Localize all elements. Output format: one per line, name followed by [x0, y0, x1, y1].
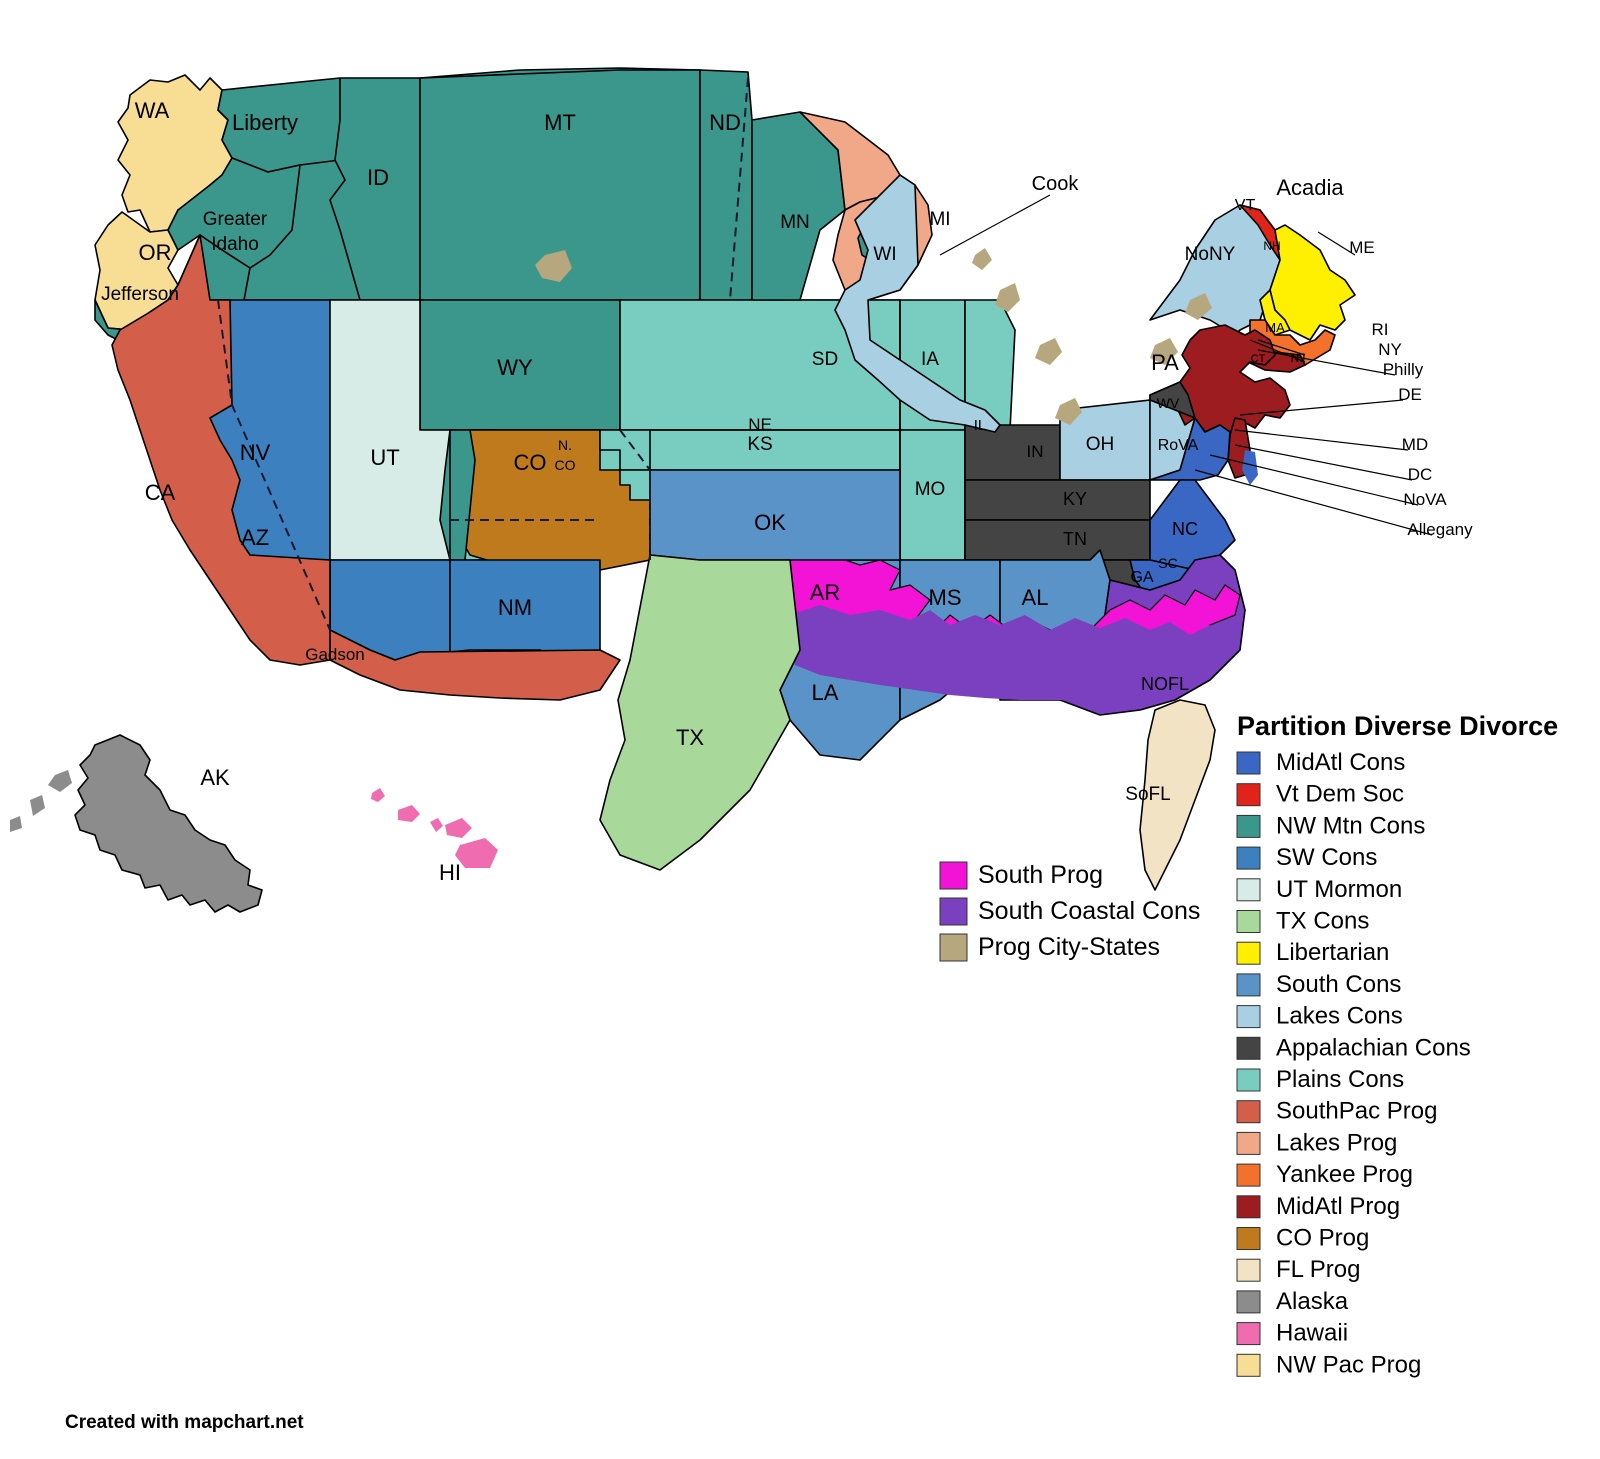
svg-text:Yankee Prog: Yankee Prog [1276, 1161, 1413, 1188]
svg-text:NY: NY [1378, 340, 1402, 359]
svg-text:Gadson: Gadson [305, 645, 365, 664]
svg-text:IL: IL [974, 417, 987, 434]
svg-text:Libertarian: Libertarian [1276, 939, 1389, 966]
svg-text:NC: NC [1172, 519, 1198, 539]
svg-text:NE: NE [748, 415, 772, 434]
svg-text:CT: CT [1251, 353, 1266, 365]
svg-text:Philly: Philly [1383, 360, 1424, 379]
svg-text:NW Mtn Cons: NW Mtn Cons [1276, 812, 1425, 839]
svg-text:CA: CA [145, 480, 176, 505]
svg-text:AZ: AZ [241, 525, 269, 550]
svg-text:PA: PA [1151, 350, 1179, 375]
svg-text:Idaho: Idaho [211, 234, 259, 255]
svg-text:MT: MT [544, 110, 576, 135]
svg-text:Vt Dem Soc: Vt Dem Soc [1276, 781, 1404, 808]
svg-text:Jefferson: Jefferson [101, 284, 179, 305]
svg-text:ID: ID [367, 165, 389, 190]
svg-text:KY: KY [1063, 489, 1087, 509]
svg-text:MidAtl Prog: MidAtl Prog [1276, 1193, 1400, 1220]
svg-text:TX Cons: TX Cons [1276, 908, 1369, 935]
svg-text:Allegany: Allegany [1407, 520, 1473, 539]
svg-text:NOFL: NOFL [1141, 674, 1189, 694]
svg-text:WY: WY [497, 355, 533, 380]
svg-text:HI: HI [439, 860, 461, 885]
svg-text:Created with mapchart.net: Created with mapchart.net [65, 1412, 304, 1433]
svg-text:LA: LA [812, 680, 839, 705]
svg-text:Greater: Greater [203, 209, 268, 230]
svg-text:DE: DE [1398, 385, 1422, 404]
svg-text:Cook: Cook [1032, 173, 1080, 195]
svg-text:TX: TX [676, 725, 704, 750]
svg-text:UT Mormon: UT Mormon [1276, 876, 1402, 903]
svg-text:Lakes Prog: Lakes Prog [1276, 1129, 1397, 1156]
svg-text:IN: IN [1027, 442, 1044, 461]
svg-text:GA: GA [1130, 569, 1153, 586]
svg-text:MI: MI [929, 209, 950, 230]
svg-text:NW Pac Prog: NW Pac Prog [1276, 1351, 1421, 1378]
svg-text:SD: SD [812, 349, 838, 370]
svg-text:RI: RI [1372, 320, 1389, 339]
svg-text:KS: KS [747, 434, 772, 455]
svg-text:TN: TN [1063, 529, 1087, 549]
svg-text:CO Prog: CO Prog [1276, 1225, 1369, 1252]
svg-text:MN: MN [780, 212, 810, 233]
svg-text:NH: NH [1263, 239, 1280, 253]
svg-text:MA: MA [1265, 320, 1285, 335]
svg-text:Hawaii: Hawaii [1276, 1320, 1348, 1347]
svg-text:AL: AL [1022, 585, 1049, 610]
svg-text:OH: OH [1086, 434, 1115, 455]
svg-text:NV: NV [240, 440, 271, 465]
svg-text:WV: WV [1157, 395, 1180, 411]
svg-text:FL Prog: FL Prog [1276, 1256, 1360, 1283]
svg-text:MS: MS [929, 585, 962, 610]
svg-text:Lakes Cons: Lakes Cons [1276, 1003, 1403, 1030]
svg-text:MD: MD [1402, 435, 1428, 454]
svg-text:OK: OK [754, 510, 786, 535]
svg-text:Plains Cons: Plains Cons [1276, 1066, 1404, 1093]
svg-text:ND: ND [709, 110, 741, 135]
svg-text:CO: CO [514, 450, 547, 475]
svg-text:MidAtl Cons: MidAtl Cons [1276, 749, 1405, 776]
svg-text:CO: CO [555, 457, 576, 473]
svg-text:WA: WA [135, 98, 170, 123]
svg-text:AR: AR [810, 580, 841, 605]
svg-text:NoNY: NoNY [1185, 244, 1236, 265]
svg-text:AK: AK [200, 765, 230, 790]
svg-text:IA: IA [921, 349, 939, 370]
svg-text:SoFL: SoFL [1125, 784, 1170, 805]
svg-text:N.: N. [558, 437, 572, 453]
svg-text:RoVA: RoVA [1158, 437, 1199, 454]
svg-text:Acadia: Acadia [1276, 175, 1344, 200]
svg-text:South Coastal Cons: South Coastal Cons [978, 897, 1200, 925]
svg-text:SC: SC [1158, 555, 1177, 571]
svg-text:Partition Diverse Divorce: Partition Diverse Divorce [1237, 711, 1558, 741]
svg-text:Liberty: Liberty [232, 110, 298, 135]
svg-text:Alaska: Alaska [1276, 1288, 1349, 1315]
svg-text:Appalachian Cons: Appalachian Cons [1276, 1034, 1471, 1061]
svg-text:Prog City-States: Prog City-States [978, 933, 1160, 961]
svg-text:South Cons: South Cons [1276, 971, 1401, 998]
svg-text:DC: DC [1408, 465, 1433, 484]
svg-text:NoVA: NoVA [1403, 490, 1447, 509]
svg-text:MO: MO [915, 479, 946, 500]
svg-text:SouthPac Prog: SouthPac Prog [1276, 1098, 1437, 1125]
svg-text:South Prog: South Prog [978, 861, 1103, 889]
svg-text:WI: WI [873, 244, 896, 265]
svg-text:NM: NM [498, 595, 532, 620]
svg-text:UT: UT [370, 445, 399, 470]
svg-text:SW Cons: SW Cons [1276, 844, 1377, 871]
svg-text:OR: OR [139, 240, 172, 265]
svg-text:VT: VT [1235, 197, 1256, 214]
